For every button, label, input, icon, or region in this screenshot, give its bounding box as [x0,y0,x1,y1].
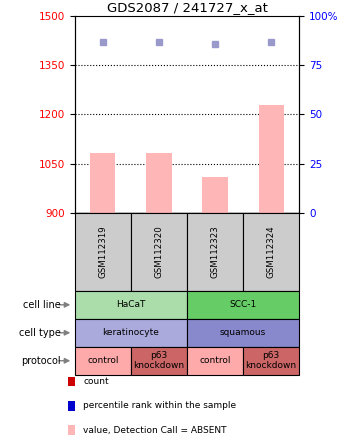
Bar [90,153,116,213]
Text: squamous: squamous [220,328,266,337]
Text: p63
knockdown: p63 knockdown [245,351,297,370]
Text: SCC-1: SCC-1 [230,300,257,309]
Bar [202,177,228,213]
Text: keratinocyte: keratinocyte [102,328,159,337]
Text: control: control [199,356,231,365]
Text: control: control [87,356,119,365]
Text: GSM112320: GSM112320 [154,226,164,278]
Text: count: count [83,377,109,386]
Text: GSM112323: GSM112323 [210,226,220,278]
Text: percentile rank within the sample: percentile rank within the sample [83,401,236,410]
Text: HaCaT: HaCaT [116,300,146,309]
Bar [146,153,172,213]
Title: GDS2087 / 241727_x_at: GDS2087 / 241727_x_at [106,1,268,14]
Text: GSM112319: GSM112319 [98,226,107,278]
Text: value, Detection Call = ABSENT: value, Detection Call = ABSENT [83,426,227,435]
Text: GSM112324: GSM112324 [267,226,276,278]
Text: protocol: protocol [21,356,61,366]
Text: p63
knockdown: p63 knockdown [133,351,185,370]
Bar [258,105,284,213]
Text: cell type: cell type [19,328,61,338]
Text: cell line: cell line [23,300,61,310]
